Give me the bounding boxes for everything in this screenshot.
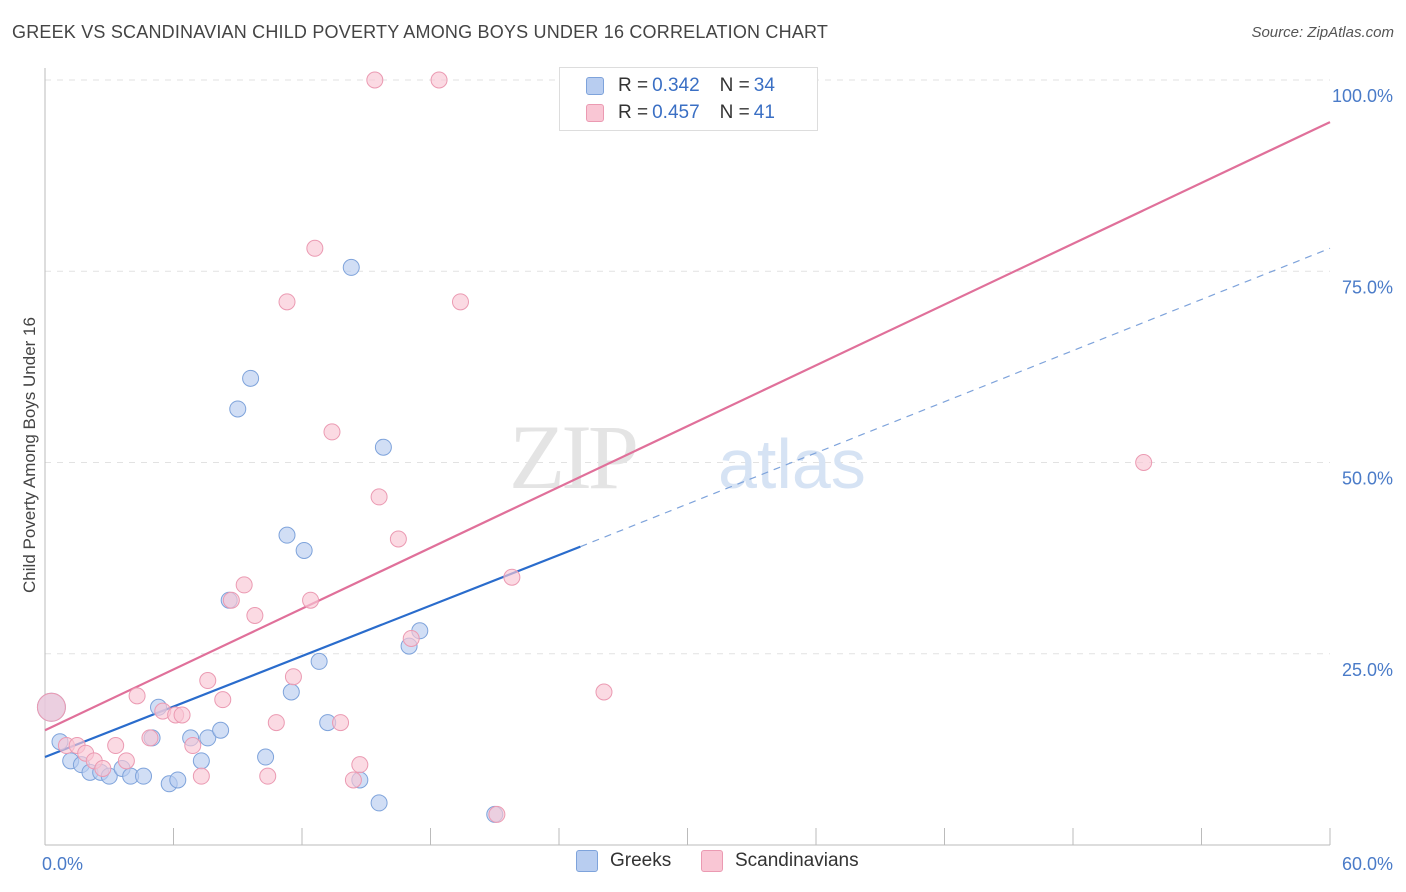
greeks-point	[242, 369, 260, 387]
legend-r-value: 0.342	[652, 75, 700, 96]
greeks-point	[342, 258, 360, 276]
greeks-point	[229, 400, 247, 418]
greeks-point	[169, 771, 187, 789]
scandinavians-point	[278, 293, 296, 311]
x-tick-label: 0.0%	[42, 854, 83, 874]
scandinavians-point	[235, 576, 253, 594]
watermark: ZIP atlas	[509, 406, 866, 508]
greeks-trend-line	[44, 545, 581, 759]
scandinavians-point	[488, 805, 506, 823]
greeks-point	[282, 683, 300, 701]
scandinavians-point	[199, 672, 217, 690]
scandinavians-point	[370, 488, 388, 506]
scandinavians-point	[503, 568, 521, 586]
scandinavians-point	[173, 706, 191, 724]
scandinavians-point	[117, 752, 135, 770]
greeks-points	[36, 258, 504, 823]
scandinavians-point	[306, 239, 324, 257]
legend-r-value: 0.457	[652, 102, 700, 123]
scandinavians-trend-line	[44, 121, 1331, 732]
scandinavians-point	[402, 629, 420, 647]
watermark-atlas: atlas	[718, 425, 866, 503]
legend-n-label: N =	[719, 102, 750, 123]
legend-swatch-scandinavians	[586, 104, 604, 122]
series-swatch-greeks	[576, 850, 598, 872]
legend-row-greeks: R = 0.342 N = 34	[586, 73, 775, 99]
y-tick-label: 100.0%	[1332, 86, 1393, 106]
scandinavians-point	[366, 71, 384, 89]
grid-lines	[45, 79, 1330, 655]
scandinavians-point	[430, 71, 448, 89]
scandinavians-point	[267, 714, 285, 732]
y-tick-label: 75.0%	[1342, 277, 1393, 297]
scandinavians-point	[246, 607, 264, 624]
greeks-point	[310, 652, 328, 670]
scandinavians-point	[332, 714, 350, 732]
watermark-zip: ZIP	[509, 406, 636, 508]
scandinavians-point	[389, 530, 407, 548]
greeks-trend-extension	[580, 247, 1331, 548]
y-tick-label: 50.0%	[1342, 469, 1393, 489]
scandinavians-point	[128, 687, 146, 705]
legend-r-label: R =	[618, 102, 649, 123]
scandinavians-point	[323, 423, 341, 441]
chart-title: GREEK VS SCANDINAVIAN CHILD POVERTY AMON…	[12, 22, 829, 42]
legend-n-label: N =	[719, 75, 750, 96]
series-label-greeks: Greeks	[610, 850, 672, 871]
series-swatch-scandinavians	[701, 850, 723, 872]
trend-lines	[44, 121, 1331, 759]
scandinavians-point	[36, 692, 66, 722]
greeks-point	[212, 721, 230, 739]
scandinavians-point	[192, 767, 210, 785]
scandinavians-point	[107, 737, 125, 755]
legend-r-label: R =	[618, 75, 649, 96]
legend-n-value: 34	[753, 75, 775, 96]
scandinavians-point	[451, 293, 469, 311]
scandinavians-point	[222, 591, 240, 609]
legend-swatch-greeks	[586, 77, 604, 95]
series-legend-greeks: Greeks	[576, 850, 671, 872]
scandinavians-point	[214, 691, 232, 709]
greeks-point	[295, 541, 313, 559]
scandinavians-point	[351, 756, 369, 774]
chart-source: Source: ZipAtlas.com	[1251, 24, 1394, 41]
tick-labels: 25.0% 50.0% 75.0% 100.0% 0.0% 60.0%	[42, 86, 1393, 874]
scandinavians-point	[259, 767, 277, 785]
scandinavians-point	[94, 760, 112, 777]
series-legend-scandinavians: Scandinavians	[701, 850, 859, 872]
scandinavians-point	[302, 591, 320, 609]
greeks-point	[199, 729, 217, 747]
legend: R = 0.342 N = 34 R = 0.457 N = 41	[559, 67, 818, 131]
greeks-point	[374, 438, 392, 456]
series-label-scandinavians: Scandinavians	[735, 850, 859, 871]
scandinavians-points	[36, 71, 1153, 823]
scandinavians-point	[1135, 454, 1153, 471]
scandinavians-point	[284, 668, 302, 686]
scandinavians-point	[344, 771, 362, 789]
x-tick-label: 60.0%	[1342, 854, 1393, 874]
y-tick-label: 25.0%	[1342, 660, 1393, 680]
scandinavians-point	[141, 729, 159, 747]
scandinavians-point	[184, 737, 202, 755]
greeks-point	[257, 748, 275, 766]
scandinavians-point	[595, 683, 613, 701]
axes	[44, 68, 1331, 846]
series-legend: Greeks Scandinavians	[0, 850, 1406, 878]
greeks-point	[370, 794, 388, 812]
legend-row-scandinavians: R = 0.457 N = 41	[586, 100, 775, 126]
greeks-point	[278, 526, 296, 544]
greeks-point	[192, 752, 210, 770]
legend-n-value: 41	[753, 102, 775, 123]
greeks-point	[135, 767, 153, 785]
